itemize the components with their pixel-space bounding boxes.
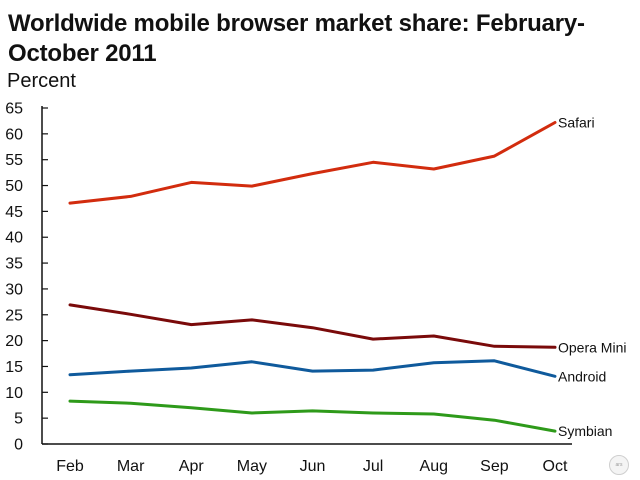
y-tick-label: 30 [5,281,23,298]
ars-logo: ars [609,455,629,475]
y-tick-label: 65 [5,101,23,118]
y-axis-unit-label: Percent [7,70,76,92]
series-line-opera-mini [68,303,557,349]
series-label-safari: Safari [558,114,595,130]
y-tick-label: 5 [14,411,23,428]
y-tick-label: 50 [5,178,23,195]
x-tick-label: Sep [480,458,509,475]
series-lines [68,121,557,433]
y-tick-label: 15 [5,359,23,376]
series-line-android [68,359,557,378]
x-tick-label: Mar [117,458,145,475]
series-label-opera-mini: Opera Mini [558,339,626,355]
y-tick-label: 35 [5,256,23,273]
y-tick-label: 20 [5,333,23,350]
chart-title: Worldwide mobile browser market share: F… [8,10,585,67]
axes: 0 5 10 15 20 25 30 35 40 45 50 55 60 65 Feb Mar Apr May Ju… [5,101,572,475]
x-tick-label: Aug [420,458,448,475]
y-tick-label: 0 [14,437,23,454]
y-tick-label: 10 [5,385,23,402]
y-tick-label: 60 [5,126,23,143]
y-tick-label: 55 [5,152,23,169]
series-labels: Safari Opera Mini Android Symbian [558,114,626,439]
x-tick-label: Jun [300,458,326,475]
x-tick-label: Jul [363,458,383,475]
series-label-android: Android [558,368,606,384]
y-tick-label: 25 [5,307,23,324]
series-line-symbian [68,399,557,433]
y-tick-label: 40 [5,230,23,247]
x-tick-label: Apr [179,458,205,475]
x-tick-label: Feb [56,458,84,475]
series-line-safari [68,121,557,205]
series-label-symbian: Symbian [558,423,612,439]
x-tick-label: May [237,458,267,475]
x-tick-label: Oct [543,458,568,475]
y-tick-label: 45 [5,204,23,221]
